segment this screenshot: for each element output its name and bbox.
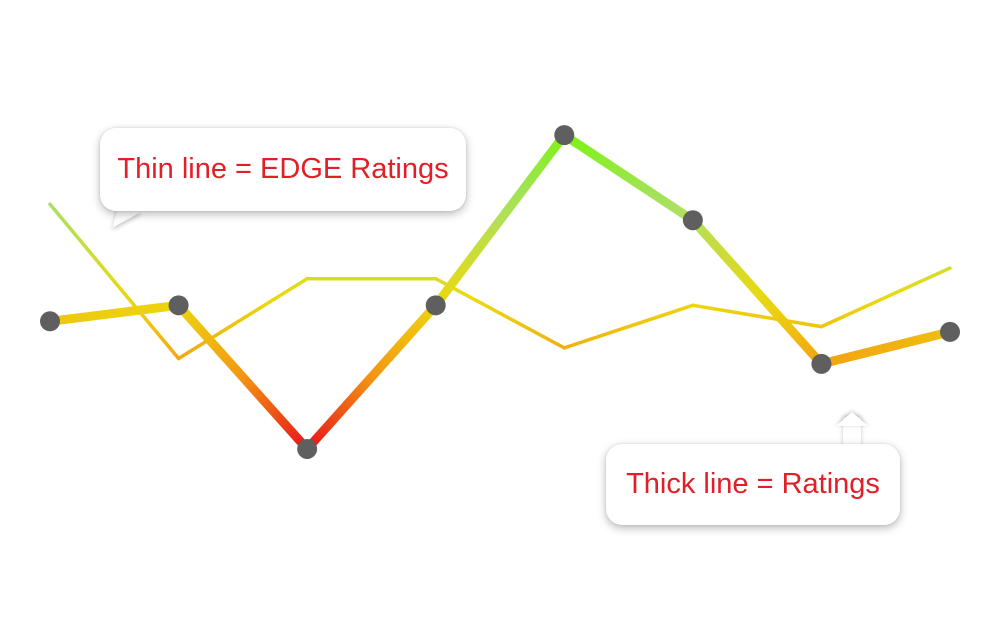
ratings-segment-4	[431, 130, 569, 310]
callout-thick-line: Thick line = Ratings	[606, 444, 900, 525]
edge-ratings-segment-2	[176, 276, 309, 361]
edge-ratings-segment-1	[48, 202, 181, 361]
ratings-series	[45, 130, 955, 454]
ratings-point-7	[811, 353, 832, 374]
ratings-segment-3	[302, 300, 441, 454]
ratings-segment-2	[174, 300, 312, 454]
ratings-point-4	[425, 295, 446, 316]
ratings-point-5	[554, 125, 575, 146]
ratings-markers	[40, 125, 960, 459]
edge-ratings-segment-5	[562, 303, 695, 350]
ratings-point-6	[682, 210, 703, 231]
ratings-point-1	[40, 311, 60, 332]
edge-ratings-segment-6	[691, 303, 824, 329]
edge-ratings-segment-7	[819, 266, 952, 329]
callout-thin-text: Thin line = EDGE Ratings	[117, 153, 449, 185]
ratings-segment-7	[816, 327, 955, 369]
callout-thin-line: Thin line = EDGE Ratings	[100, 128, 466, 211]
ratings-point-2	[168, 295, 189, 316]
callout-thick-text: Thick line = Ratings	[626, 468, 880, 500]
ratings-segment-6	[688, 215, 826, 369]
ratings-segment-1	[45, 300, 184, 326]
ratings-point-3	[297, 438, 318, 459]
callout-tail-thick-arrow	[836, 412, 868, 426]
edge-ratings-series	[48, 202, 952, 361]
ratings-point-8	[940, 321, 960, 342]
ratings-segment-5	[559, 130, 698, 225]
edge-ratings-segment-4	[433, 276, 567, 350]
